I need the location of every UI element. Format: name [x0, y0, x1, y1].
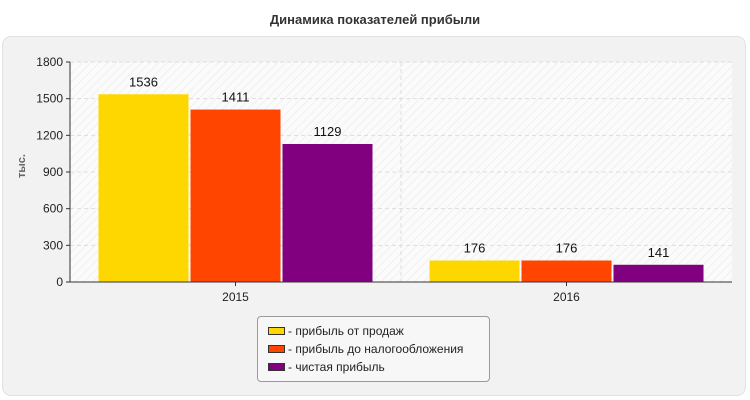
y-tick-label: 1500: [36, 92, 63, 106]
y-tick-label: 1800: [36, 55, 63, 69]
legend-label: - чистая прибыль: [288, 360, 385, 374]
legend-label: - прибыль до налогообложения: [288, 342, 464, 356]
y-tick-label: 0: [56, 275, 63, 289]
chart-title: Динамика показателей прибыли: [269, 12, 481, 27]
bar: [282, 144, 373, 282]
x-tick-label: 2016: [553, 290, 580, 304]
y-tick-label: 600: [43, 202, 63, 216]
y-tick-label: 900: [43, 165, 63, 179]
y-axis-label: тыс.: [15, 154, 28, 178]
data-label: 141: [648, 245, 670, 260]
grid-lines: [70, 61, 732, 282]
data-label: 1536: [129, 74, 158, 89]
bar: [521, 260, 612, 282]
x-tick-label: 2015: [222, 290, 249, 304]
bar: [190, 109, 281, 283]
bar: [98, 94, 189, 283]
legend-item: - чистая прибыль: [268, 358, 489, 376]
data-labels: 1536 1411 1129 176 176 141: [129, 74, 670, 260]
data-label: 1411: [222, 90, 250, 105]
bars-group: [98, 94, 704, 283]
legend-item: - прибыль от продаж: [268, 322, 489, 340]
legend-swatch: [268, 345, 285, 353]
legend-item: - прибыль до налогообложения: [268, 340, 489, 358]
legend-label: - прибыль от продаж: [288, 324, 404, 338]
data-label: 176: [464, 240, 486, 255]
data-label: 176: [556, 240, 578, 255]
legend: - прибыль от продаж - прибыль до налогооб…: [257, 316, 490, 382]
data-label: 1129: [314, 124, 342, 139]
legend-swatch: [268, 363, 285, 371]
axes: 0 300 600 900 1200 1500 1800 2015 2016: [36, 55, 732, 304]
y-tick-label: 1200: [36, 128, 63, 142]
y-tick-label: 300: [43, 238, 63, 252]
bar: [429, 260, 520, 282]
legend-swatch: [268, 327, 285, 335]
bar: [613, 264, 704, 282]
